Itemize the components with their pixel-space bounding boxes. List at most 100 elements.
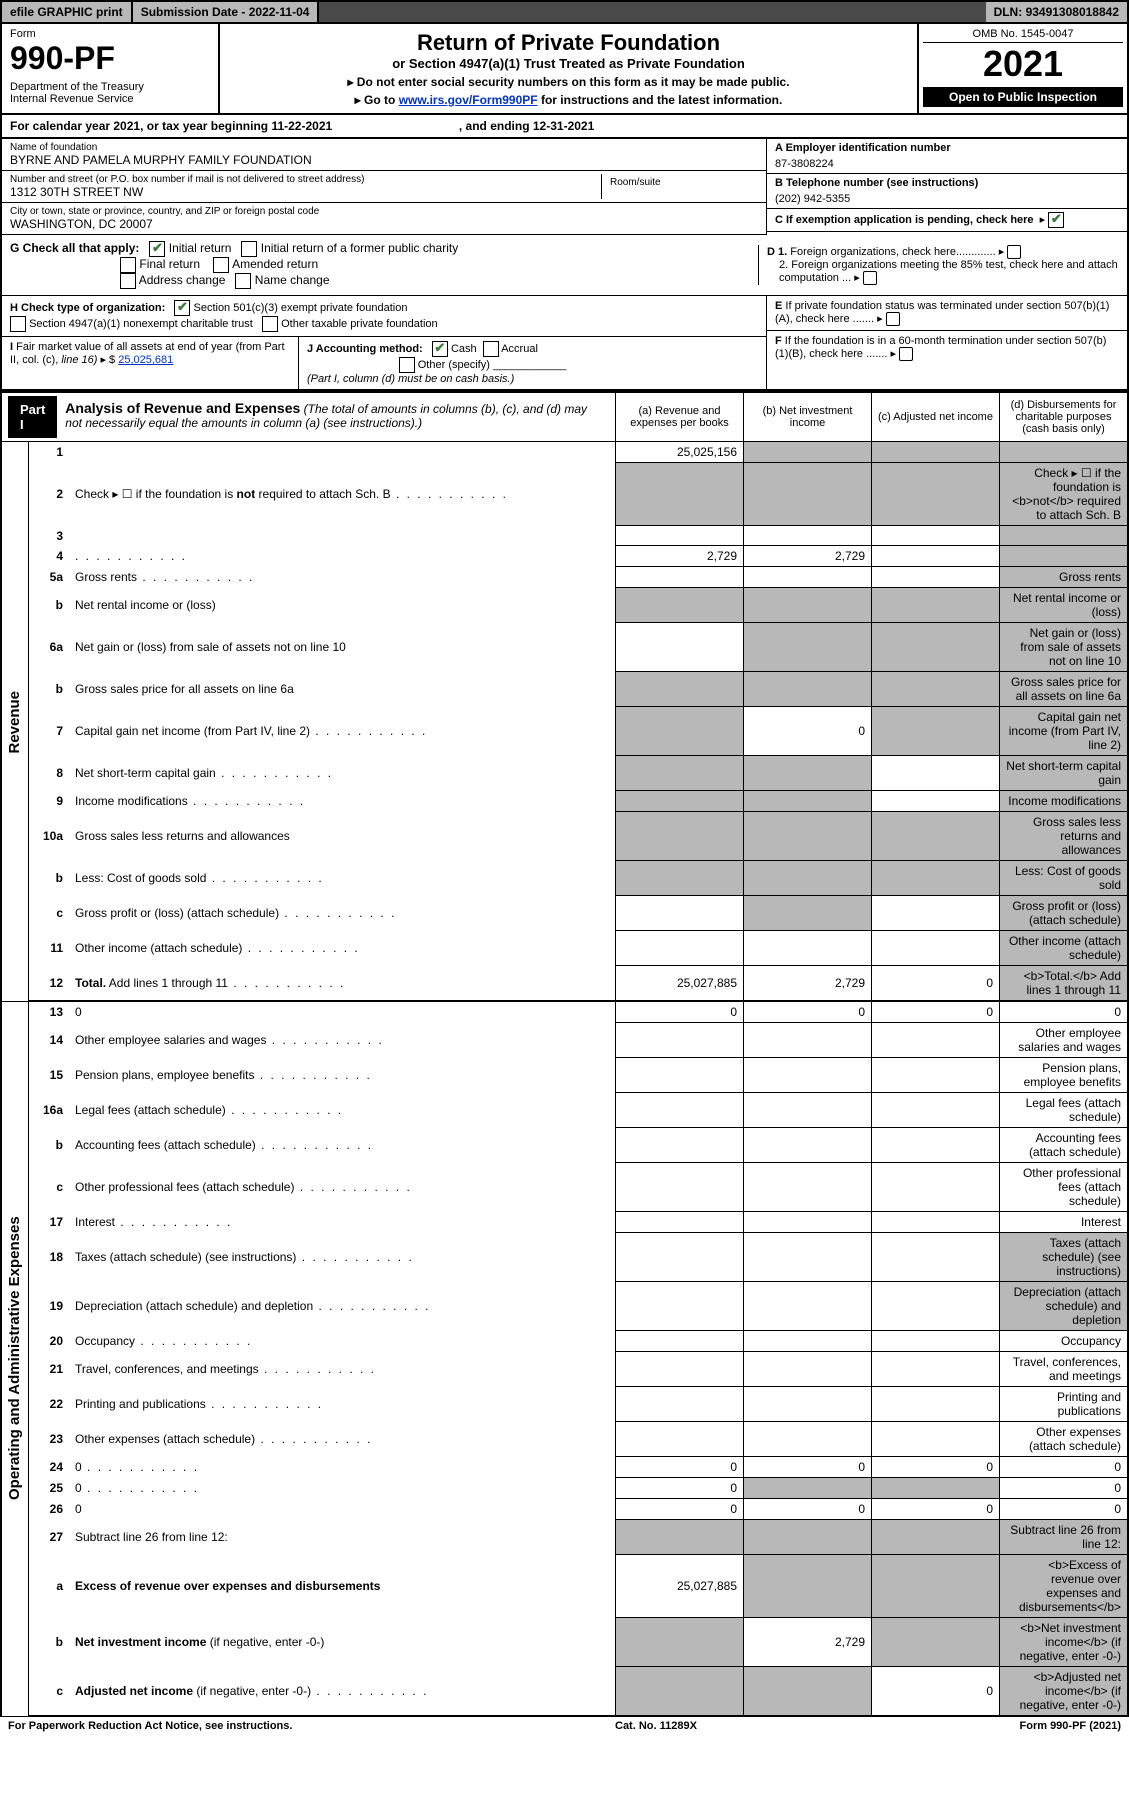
line-number: 17 — [29, 1212, 70, 1233]
check-accrual[interactable] — [483, 341, 499, 357]
cell-a — [616, 1667, 744, 1717]
cell-d: Gross sales less returns and allowances — [1000, 812, 1129, 861]
cell-b: 2,729 — [744, 966, 872, 1002]
cell-c — [872, 567, 1000, 588]
cell-a — [616, 896, 744, 931]
check-f[interactable] — [899, 347, 913, 361]
cell-d — [1000, 526, 1129, 546]
phone-block: B Telephone number (see instructions) (2… — [767, 174, 1127, 209]
check-name[interactable] — [235, 273, 251, 289]
check-d2[interactable] — [863, 271, 877, 285]
cell-b — [744, 1422, 872, 1457]
line-description: Gross profit or (loss) (attach schedule) — [69, 896, 616, 931]
cell-c: 0 — [872, 1499, 1000, 1520]
d1-row: D 1. D 1. Foreign organizations, check h… — [767, 245, 1119, 259]
cell-b — [744, 756, 872, 791]
line-description: Income modifications — [69, 791, 616, 812]
line-description: Less: Cost of goods sold — [69, 861, 616, 896]
line-description: 0 — [69, 1457, 616, 1478]
check-other-taxable[interactable] — [262, 316, 278, 332]
line-number: 12 — [29, 966, 70, 1002]
cell-a — [616, 1093, 744, 1128]
check-501c3[interactable]: ✔ — [174, 300, 190, 316]
cell-b — [744, 931, 872, 966]
footer-right: Form 990-PF (2021) — [1020, 1720, 1122, 1732]
cell-b — [744, 1478, 872, 1499]
fmv-link[interactable]: 25,025,681 — [118, 354, 173, 366]
cell-b — [744, 1352, 872, 1387]
cell-d: 0 — [1000, 1001, 1129, 1023]
cell-d: Interest — [1000, 1212, 1129, 1233]
cell-c: 0 — [872, 966, 1000, 1002]
line-number: 8 — [29, 756, 70, 791]
ein-block: A Employer identification number 87-3808… — [767, 139, 1127, 174]
cell-d — [1000, 442, 1129, 463]
cell-b — [744, 896, 872, 931]
form-subtitle: or Section 4947(a)(1) Trust Treated as P… — [232, 56, 905, 71]
spacer — [319, 2, 985, 22]
line-description: Taxes (attach schedule) (see instruction… — [69, 1233, 616, 1282]
line-number: b — [29, 1128, 70, 1163]
line-number: 13 — [29, 1001, 70, 1023]
cell-b: 2,729 — [744, 546, 872, 567]
year-block: OMB No. 1545-0047 2021 Open to Public In… — [917, 24, 1127, 113]
form-title-block: Return of Private Foundation or Section … — [220, 24, 917, 113]
form-number: 990-PF — [10, 40, 210, 77]
entity-info: Name of foundation BYRNE AND PAMELA MURP… — [0, 139, 1129, 235]
footer-cat: Cat. No. 11289X — [615, 1720, 697, 1732]
cell-c — [872, 1352, 1000, 1387]
line-number: 24 — [29, 1457, 70, 1478]
line-description — [69, 442, 616, 463]
line-description: Net gain or (loss) from sale of assets n… — [69, 623, 616, 672]
line-number: c — [29, 1163, 70, 1212]
line-number: c — [29, 1667, 70, 1717]
check-final[interactable] — [120, 257, 136, 273]
cell-b — [744, 1233, 872, 1282]
cell-c — [872, 1618, 1000, 1667]
cell-b — [744, 1282, 872, 1331]
cell-d: Subtract line 26 from line 12: — [1000, 1520, 1129, 1555]
cell-c — [872, 1093, 1000, 1128]
cell-b — [744, 1023, 872, 1058]
cell-a: 0 — [616, 1457, 744, 1478]
cell-c — [872, 1387, 1000, 1422]
check-initial-return[interactable]: ✔ — [149, 241, 165, 257]
form-number-block: Form 990-PF Department of the Treasury I… — [2, 24, 220, 113]
cell-c — [872, 526, 1000, 546]
cell-b — [744, 1667, 872, 1717]
e-row: E If private foundation status was termi… — [767, 296, 1127, 331]
room-suite: Room/suite — [602, 174, 758, 199]
cell-b — [744, 1555, 872, 1618]
line-description: Gross rents — [69, 567, 616, 588]
check-amended[interactable] — [213, 257, 229, 273]
line-description: Other professional fees (attach schedule… — [69, 1163, 616, 1212]
check-c[interactable]: ✔ — [1048, 212, 1064, 228]
cell-c — [872, 1555, 1000, 1618]
irs-link[interactable]: www.irs.gov/Form990PF — [399, 93, 538, 107]
check-4947[interactable] — [10, 316, 26, 332]
check-cash[interactable]: ✔ — [432, 341, 448, 357]
line-number: 16a — [29, 1093, 70, 1128]
line-description: Accounting fees (attach schedule) — [69, 1128, 616, 1163]
cell-d: Income modifications — [1000, 791, 1129, 812]
cell-d: Capital gain net income (from Part IV, l… — [1000, 707, 1129, 756]
cell-c — [872, 1023, 1000, 1058]
line-number: 1 — [29, 442, 70, 463]
cell-d: Net rental income or (loss) — [1000, 588, 1129, 623]
d2-row: 2. Foreign organizations meeting the 85%… — [767, 259, 1119, 285]
check-d1[interactable] — [1007, 245, 1021, 259]
cell-c: 0 — [872, 1001, 1000, 1023]
cell-d: Legal fees (attach schedule) — [1000, 1093, 1129, 1128]
cell-c — [872, 1058, 1000, 1093]
line-number: 4 — [29, 546, 70, 567]
check-address[interactable] — [120, 273, 136, 289]
cell-a — [616, 1520, 744, 1555]
dept: Department of the Treasury Internal Reve… — [10, 81, 210, 105]
check-initial-former[interactable] — [241, 241, 257, 257]
cell-d: Taxes (attach schedule) (see instruction… — [1000, 1233, 1129, 1282]
check-e[interactable] — [886, 312, 900, 326]
cell-a — [616, 1128, 744, 1163]
check-other-method[interactable] — [399, 357, 415, 373]
line-description: Capital gain net income (from Part IV, l… — [69, 707, 616, 756]
cell-d: Other expenses (attach schedule) — [1000, 1422, 1129, 1457]
